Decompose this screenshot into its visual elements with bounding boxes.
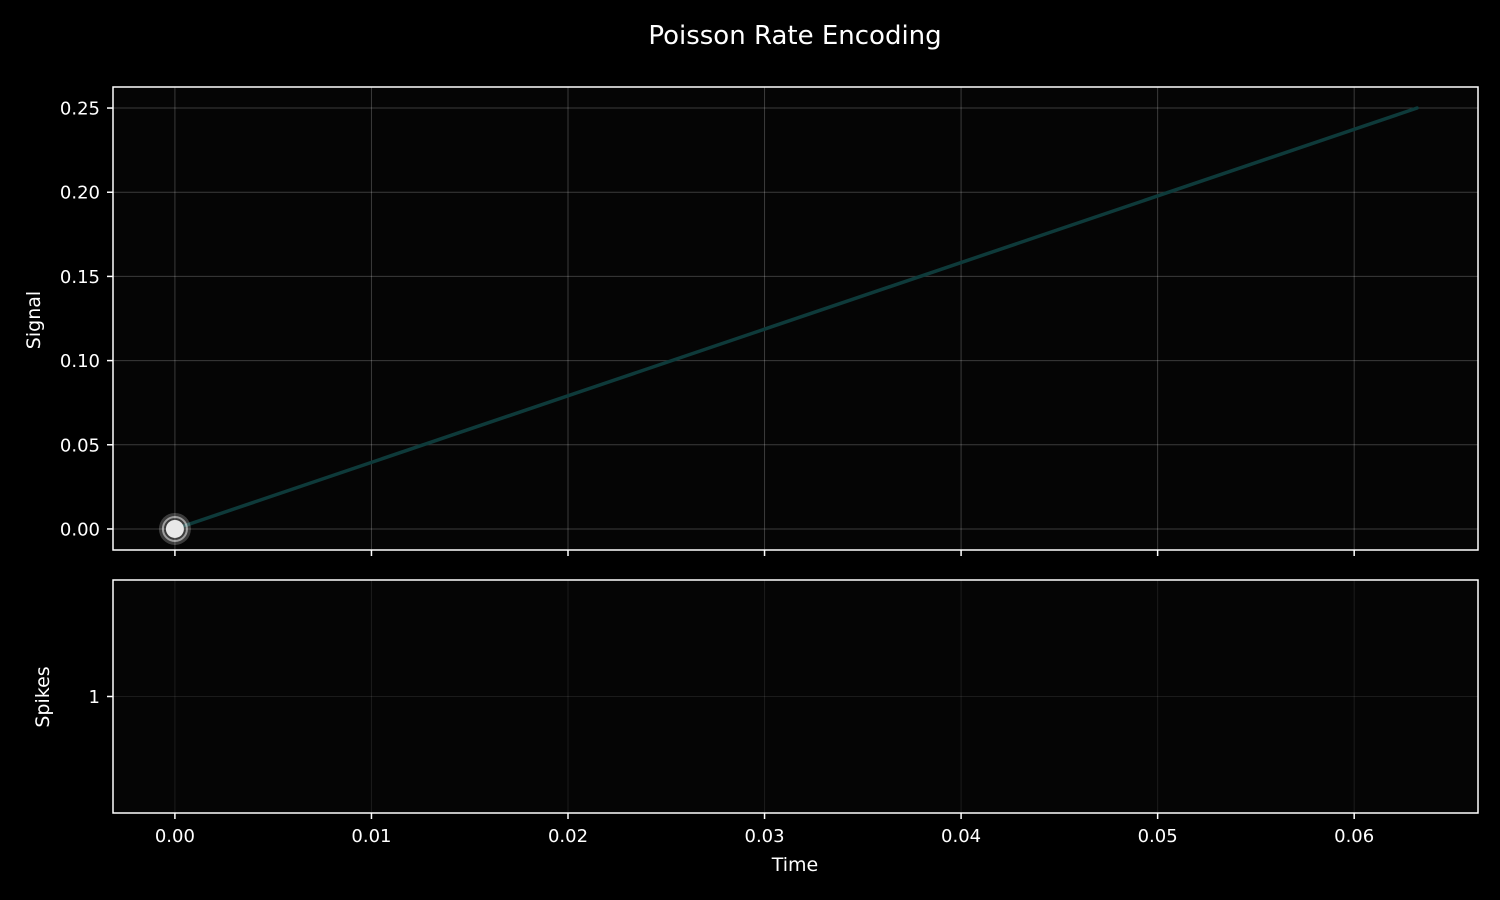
- signal-line: [173, 106, 1419, 531]
- y-tick-label: 0.10: [60, 351, 100, 372]
- marker-halo-ring: [161, 515, 188, 542]
- x-tick-label: 0.03: [745, 826, 785, 847]
- spikes-gridlines: [113, 580, 1478, 813]
- y-tick-label: 0.00: [60, 519, 100, 540]
- signal-y-ticks: 0.00 0.05 0.10 0.15 0.20 0.25: [60, 99, 113, 540]
- x-axis-label: Time: [771, 854, 819, 876]
- x-tick-label: 0.04: [941, 826, 981, 847]
- spikes-panel: 1 0.00 0.01 0.02 0.03 0.04 0.05 0.06 Spikes: [32, 579, 1479, 847]
- y-tick-label: 0.25: [60, 99, 100, 120]
- x-tick-label: 0.02: [548, 826, 588, 847]
- spikes-y-ticks: 1: [89, 687, 113, 708]
- marker-dot: [165, 519, 184, 538]
- spikes-y-axis-label: Spikes: [32, 666, 54, 727]
- y-tick-label: 0.20: [60, 183, 100, 204]
- x-tick-label: 0.06: [1334, 826, 1374, 847]
- y-tick-label: 0.05: [60, 435, 100, 456]
- signal-gridlines: [113, 87, 1478, 550]
- current-position-marker: [158, 512, 191, 545]
- chart-title: Poisson Rate Encoding: [648, 21, 941, 51]
- y-tick-label: 1: [89, 687, 100, 708]
- x-tick-label: 0.05: [1138, 826, 1178, 847]
- signal-series: [158, 106, 1419, 545]
- x-tick-label: 0.01: [351, 826, 391, 847]
- x-tick-label: 0.00: [155, 826, 195, 847]
- y-tick-label: 0.15: [60, 267, 100, 288]
- signal-x-ticks: [174, 550, 1355, 556]
- signal-panel: 0.00 0.05 0.10 0.15 0.20 0.25 Signal: [23, 86, 1479, 556]
- spikes-x-ticks: 0.00 0.01 0.02 0.03 0.04 0.05 0.06: [155, 813, 1374, 847]
- spikes-plot-area: [112, 579, 1479, 814]
- signal-y-axis-label: Signal: [23, 291, 45, 349]
